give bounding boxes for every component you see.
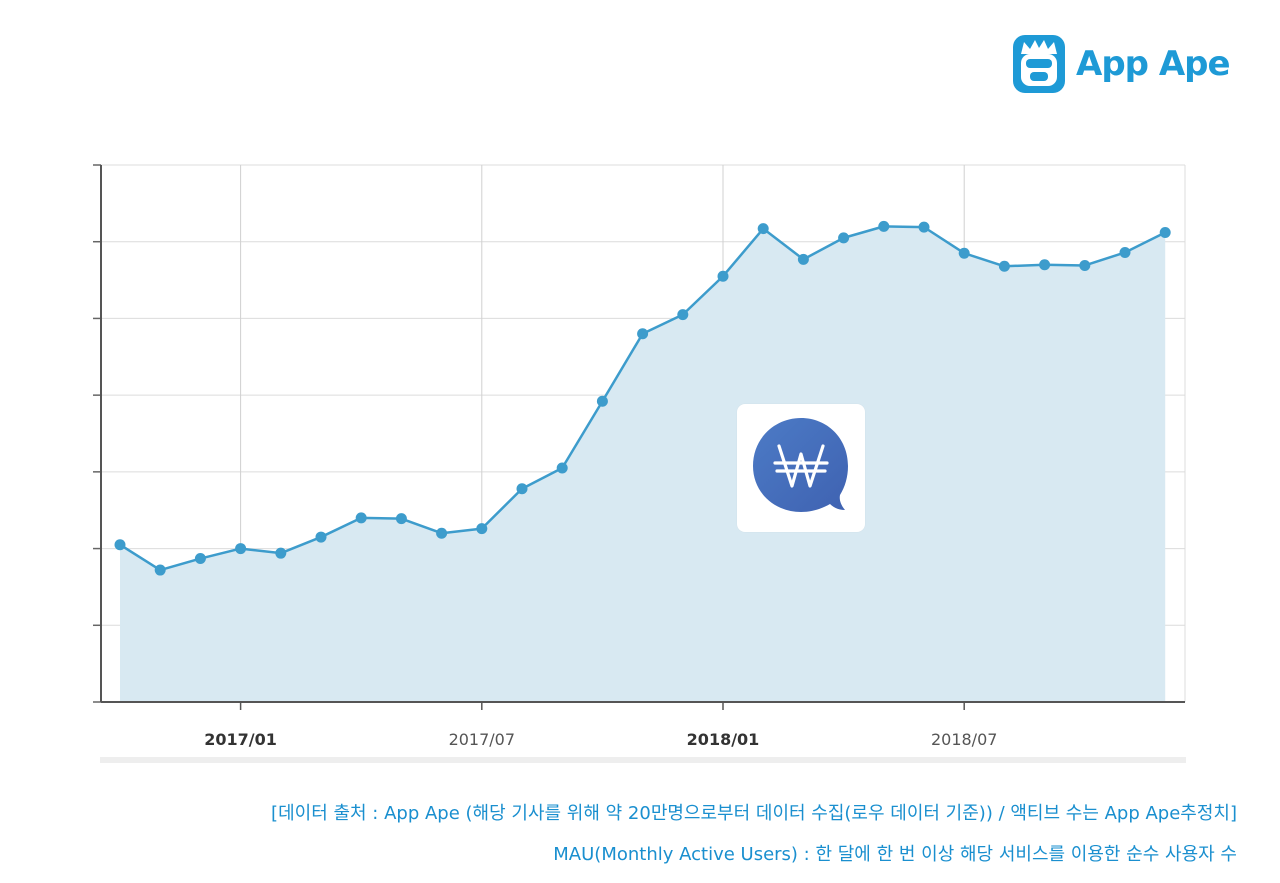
data-point-2017-01 — [235, 543, 247, 555]
data-point-2018-02 — [757, 223, 769, 235]
data-point-2018-09 — [1039, 259, 1051, 271]
data-point-2018-01 — [717, 270, 729, 282]
data-point-2016-11 — [154, 564, 166, 576]
data-point-2018-03 — [797, 253, 809, 265]
data-point-2017-06 — [436, 527, 448, 539]
data-point-2018-08 — [998, 260, 1010, 272]
data-source-caption: [데이터 출처 : App Ape (해당 기사를 위해 약 20만명으로부터 … — [271, 803, 1237, 824]
data-point-2017-04 — [355, 512, 367, 524]
data-point-2017-07 — [476, 523, 488, 535]
brand-name: App Ape — [1076, 44, 1231, 84]
data-point-2017-09 — [556, 462, 568, 474]
chart-bottom-band — [100, 757, 1186, 763]
x-axis-ticks: 2017/01 2017/07 2018/01 2018/07 — [204, 702, 997, 749]
data-point-2017-11 — [637, 328, 649, 340]
data-point-2018-10 — [1079, 259, 1091, 271]
x-tick-label: 2017/01 — [204, 730, 277, 749]
data-point-2018-12 — [1159, 227, 1171, 239]
data-point-2016-12 — [194, 553, 206, 565]
x-tick-label: 2018/01 — [687, 730, 760, 749]
data-point-2017-03 — [315, 531, 327, 543]
x-tick-label: 2017/07 — [449, 730, 515, 749]
mau-area-fill — [120, 226, 1166, 702]
ape-face-icon — [1013, 35, 1065, 93]
data-point-2016-10 — [114, 539, 126, 551]
data-point-2018-04 — [838, 232, 850, 244]
mau-data-points — [114, 220, 1171, 576]
data-point-2017-02 — [275, 547, 287, 559]
data-point-2017-12 — [677, 309, 689, 321]
data-point-2018-07 — [958, 247, 970, 259]
data-point-2018-05 — [878, 220, 890, 232]
app-ape-logo: App Ape — [1010, 30, 1231, 98]
data-point-2018-06 — [918, 221, 930, 233]
data-point-2017-08 — [516, 483, 528, 495]
data-point-2017-10 — [596, 395, 608, 407]
won-app-icon — [737, 404, 865, 532]
x-tick-label: 2018/07 — [931, 730, 997, 749]
mau-area-chart: 2017/01 2017/07 2018/01 2018/07 — [93, 164, 1186, 749]
chart-axes — [100, 165, 1185, 703]
data-point-2017-05 — [395, 513, 407, 525]
mau-definition-caption: MAU(Monthly Active Users) : 한 달에 한 번 이상 … — [553, 844, 1237, 865]
data-point-2018-11 — [1119, 246, 1131, 258]
